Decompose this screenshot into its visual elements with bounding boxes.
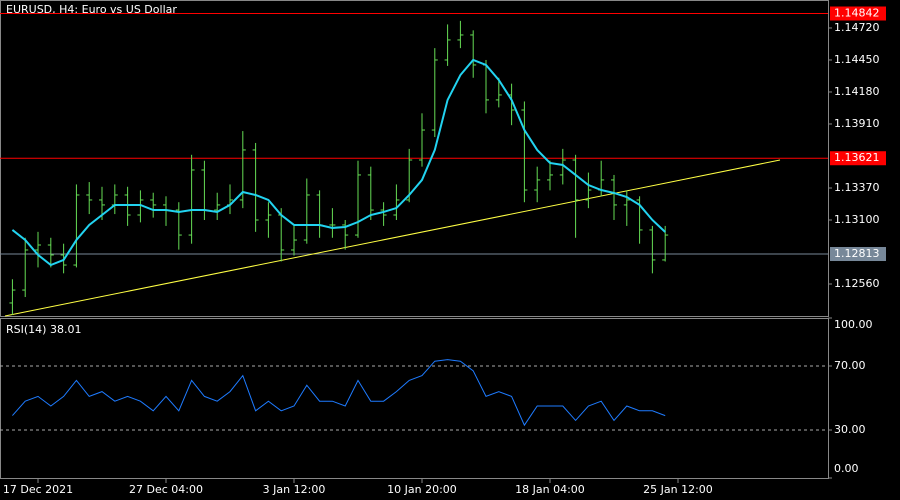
level-label-box	[830, 151, 886, 166]
y-tick-label: 1.13370	[834, 181, 880, 194]
x-tick-label: 27 Dec 04:00	[129, 483, 203, 496]
x-tick-label: 3 Jan 12:00	[263, 483, 326, 496]
level-label-box	[830, 247, 886, 262]
level-label-box	[830, 6, 886, 21]
trendline	[4, 159, 781, 317]
rsi-panel-border	[0, 318, 829, 479]
y-tick-label: 1.12560	[834, 277, 880, 290]
level-label: 1.12813	[834, 247, 880, 260]
level-label: 1.14842	[834, 7, 880, 20]
line-series	[11, 58, 666, 267]
y-tick-label: 70.00	[834, 359, 866, 372]
y-tick-label: 1.13910	[834, 117, 880, 130]
y-tick-label: 100.00	[834, 318, 873, 331]
y-tick-label: 1.14180	[834, 85, 880, 98]
y-tick-label: 0.00	[834, 462, 859, 475]
x-tick-label: 25 Jan 12:00	[643, 483, 713, 496]
chart-title: EURUSD, H4: Euro vs US Dollar	[6, 3, 177, 16]
line-series	[12, 359, 666, 427]
level-label: 1.13621	[834, 151, 880, 164]
y-tick-label: 1.13100	[834, 213, 880, 226]
rsi-title: RSI(14) 38.01	[6, 323, 81, 336]
y-tick-label: 1.14450	[834, 53, 880, 66]
y-tick-label: 30.00	[834, 423, 866, 436]
y-tick-label: 1.14720	[834, 21, 880, 34]
x-tick-label: 18 Jan 04:00	[515, 483, 585, 496]
x-tick-label: 17 Dec 2021	[3, 483, 73, 496]
x-tick-label: 10 Jan 20:00	[387, 483, 457, 496]
